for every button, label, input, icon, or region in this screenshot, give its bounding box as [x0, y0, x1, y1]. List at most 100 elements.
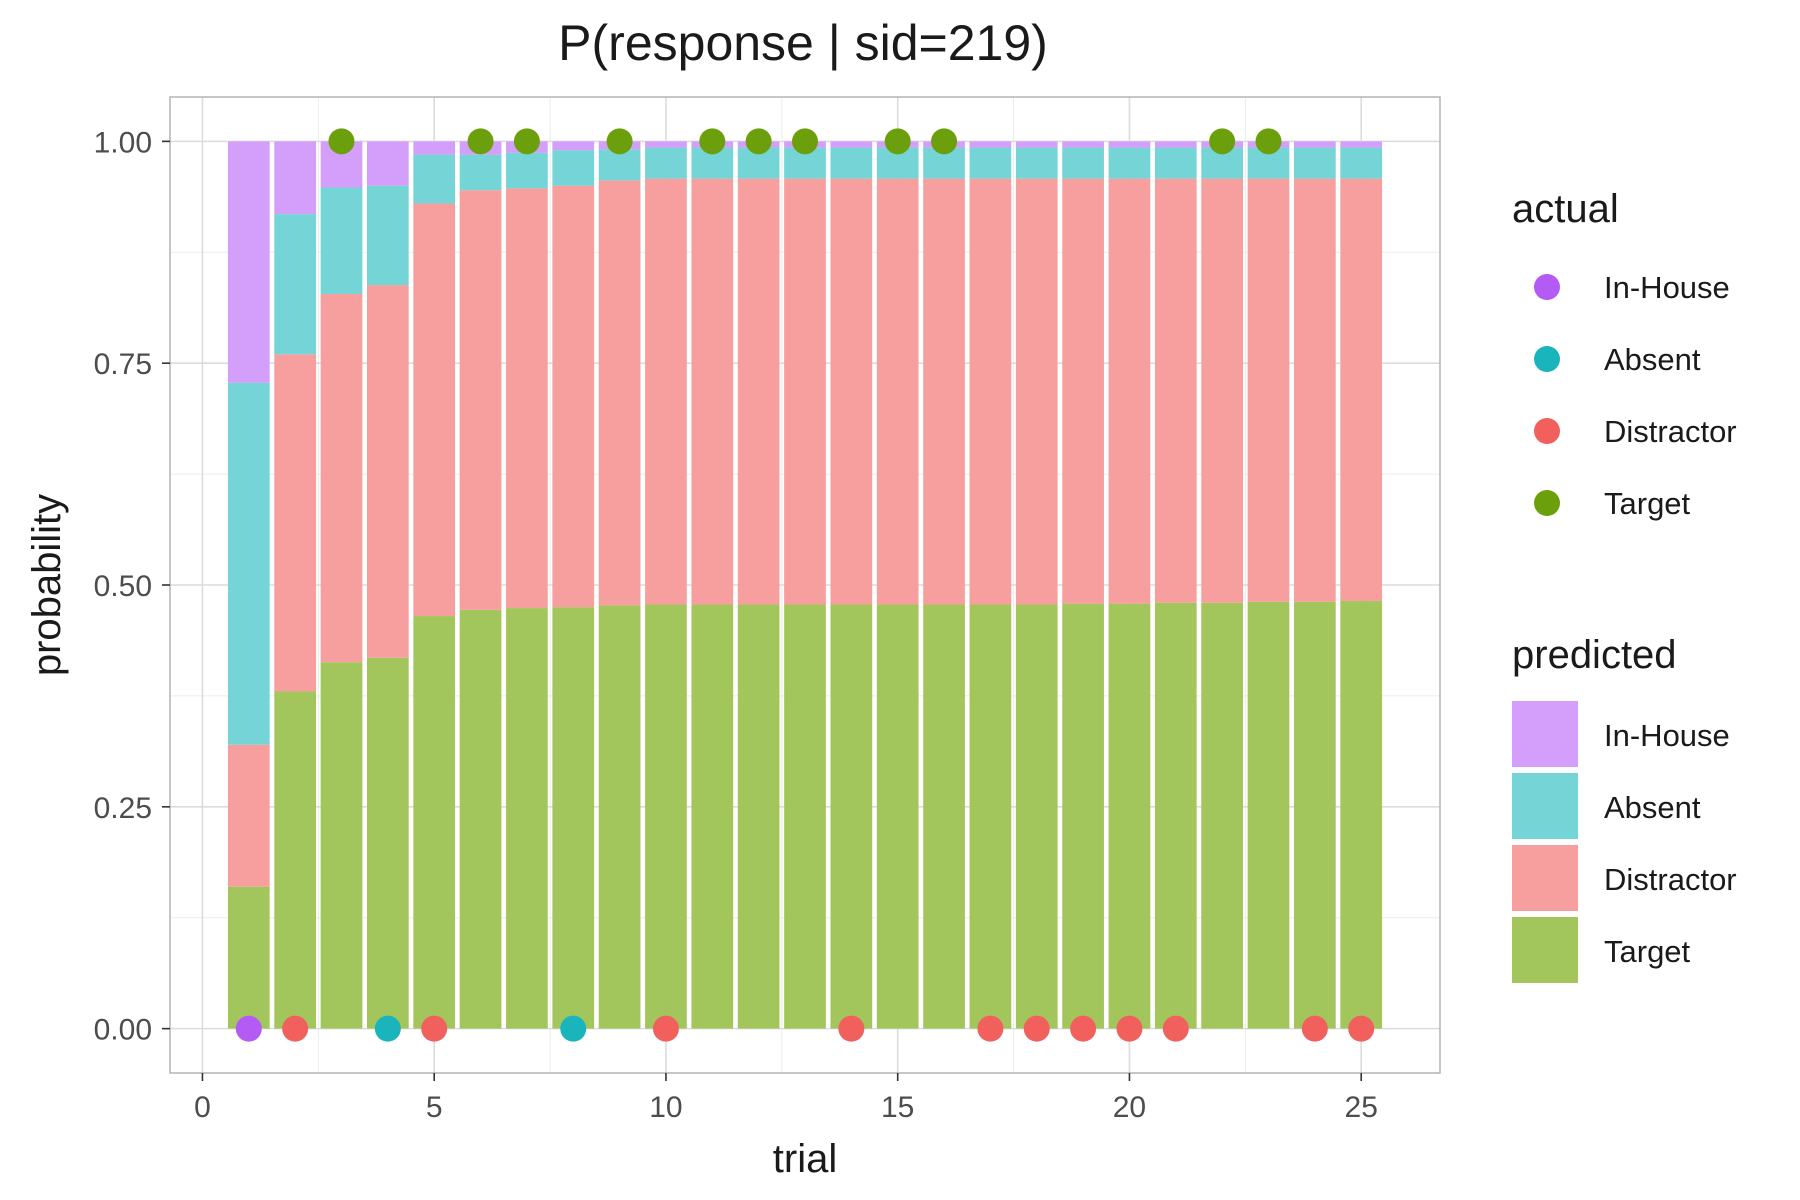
legend: actual In-House Absent Distractor Target pred… — [1512, 187, 1737, 983]
x-tick-label: 0 — [194, 1091, 211, 1124]
bar-segment-absent — [227, 382, 270, 745]
bar-segment-target — [366, 657, 409, 1029]
bar-segment-distractor — [1247, 178, 1290, 602]
bar-segment-distractor — [320, 293, 363, 663]
actual-point-target — [606, 128, 633, 155]
actual-point-distractor — [977, 1015, 1004, 1042]
bar-segment-distractor — [1062, 178, 1104, 604]
actual-point-target — [1209, 128, 1236, 155]
bar-segment-target — [1154, 602, 1197, 1029]
bar-segment-distractor — [506, 188, 548, 609]
bar-segment-distractor — [1108, 178, 1151, 604]
actual-point-absent — [374, 1015, 401, 1042]
bar-segment-distractor — [784, 178, 826, 605]
legend-label-actual: Distractor — [1604, 414, 1737, 449]
bar-segment-target — [1062, 603, 1104, 1029]
bar-segment-in-house — [274, 141, 317, 215]
bar-segment-distractor — [459, 190, 502, 610]
actual-point-distractor — [1023, 1015, 1050, 1042]
bar-segment-target — [1340, 600, 1383, 1029]
bar-segment-target — [1015, 604, 1058, 1029]
legend-key-actual-target — [1534, 490, 1560, 516]
bar-segment-target — [830, 604, 873, 1029]
bar-segment-distractor — [552, 185, 595, 608]
bar-segment-target — [923, 604, 965, 1029]
actual-point-target — [931, 128, 958, 155]
bar-segment-target — [1247, 601, 1290, 1029]
bar-segment-target — [1201, 602, 1244, 1029]
bar-segment-absent — [320, 187, 363, 294]
legend-key-predicted-distractor — [1512, 845, 1578, 911]
bar-segment-in-house — [366, 141, 409, 186]
bar-segment-target — [506, 608, 548, 1029]
bar-segment-distractor — [691, 178, 734, 605]
actual-point-in-house — [235, 1015, 262, 1042]
y-tick-label: 1.00 — [94, 126, 152, 159]
actual-point-absent — [560, 1015, 587, 1042]
chart-title: P(response | sid=219) — [558, 15, 1048, 71]
bar-segment-distractor — [1293, 178, 1336, 602]
bar-segment-absent — [459, 154, 502, 191]
bar-segment-distractor — [1340, 178, 1383, 601]
bar-segment-absent — [1015, 147, 1058, 179]
legend-key-predicted-in-house — [1512, 701, 1578, 767]
bar-segment-distractor — [598, 180, 641, 606]
actual-point-target — [745, 128, 772, 155]
y-tick-label: 0.00 — [94, 1014, 152, 1047]
bar-segment-target — [784, 604, 826, 1029]
legend-key-predicted-absent — [1512, 773, 1578, 839]
bar-segment-in-house — [1293, 141, 1336, 148]
y-axis-title: probability — [25, 494, 69, 676]
x-axis-title: trial — [773, 1137, 837, 1181]
actual-point-target — [328, 128, 355, 155]
legend-key-predicted-target — [1512, 917, 1578, 983]
y-tick-label: 0.25 — [94, 792, 152, 825]
bar-segment-in-house — [227, 141, 270, 383]
actual-point-distractor — [1301, 1015, 1328, 1042]
bar-segment-in-house — [1340, 141, 1383, 148]
bar-segment-absent — [645, 147, 687, 179]
y-tick-label: 0.50 — [94, 570, 152, 603]
bar-segment-in-house — [1154, 141, 1197, 148]
actual-point-distractor — [1348, 1015, 1375, 1042]
y-axis-ticks: 0.00 0.25 0.50 0.75 1.00 — [94, 126, 170, 1047]
bar-segment-in-house — [552, 141, 595, 151]
bar-segment-absent — [1154, 147, 1197, 179]
bar-segment-distractor — [1015, 178, 1058, 605]
x-tick-label: 20 — [1113, 1091, 1146, 1124]
legend-key-actual-distractor — [1534, 418, 1560, 444]
bar-segment-target — [320, 662, 363, 1029]
actual-point-distractor — [421, 1015, 448, 1042]
bar-segment-absent — [506, 152, 548, 189]
actual-point-distractor — [1070, 1015, 1097, 1042]
actual-point-distractor — [652, 1015, 679, 1042]
bar-segment-in-house — [413, 141, 456, 155]
bar-segment-absent — [274, 214, 317, 355]
actual-point-target — [792, 128, 818, 155]
actual-points — [235, 128, 1375, 1042]
legend-label-actual: Target — [1604, 486, 1691, 521]
bar-segment-distractor — [645, 178, 687, 605]
bar-segment-distractor — [1154, 178, 1197, 603]
bar-segment-target — [737, 604, 780, 1029]
bars — [227, 141, 1383, 1029]
bar-segment-distractor — [274, 354, 317, 692]
bar-segment-absent — [1340, 147, 1383, 179]
bar-segment-absent — [969, 147, 1012, 179]
bar-segment-target — [598, 605, 641, 1029]
bar-segment-target — [274, 691, 317, 1029]
bar-segment-absent — [413, 154, 456, 204]
bar-segment-absent — [1062, 147, 1104, 179]
bar-segment-absent — [1108, 147, 1151, 179]
x-tick-label: 10 — [649, 1091, 682, 1124]
bar-segment-distractor — [969, 178, 1012, 605]
legend-title-actual: actual — [1512, 187, 1619, 231]
x-tick-label: 5 — [426, 1091, 443, 1124]
actual-point-target — [884, 128, 911, 155]
bar-segment-distractor — [413, 203, 456, 617]
bar-segment-target — [969, 604, 1012, 1029]
x-tick-label: 15 — [881, 1091, 914, 1124]
bar-segment-distractor — [830, 178, 873, 605]
bar-segment-distractor — [1201, 178, 1244, 603]
